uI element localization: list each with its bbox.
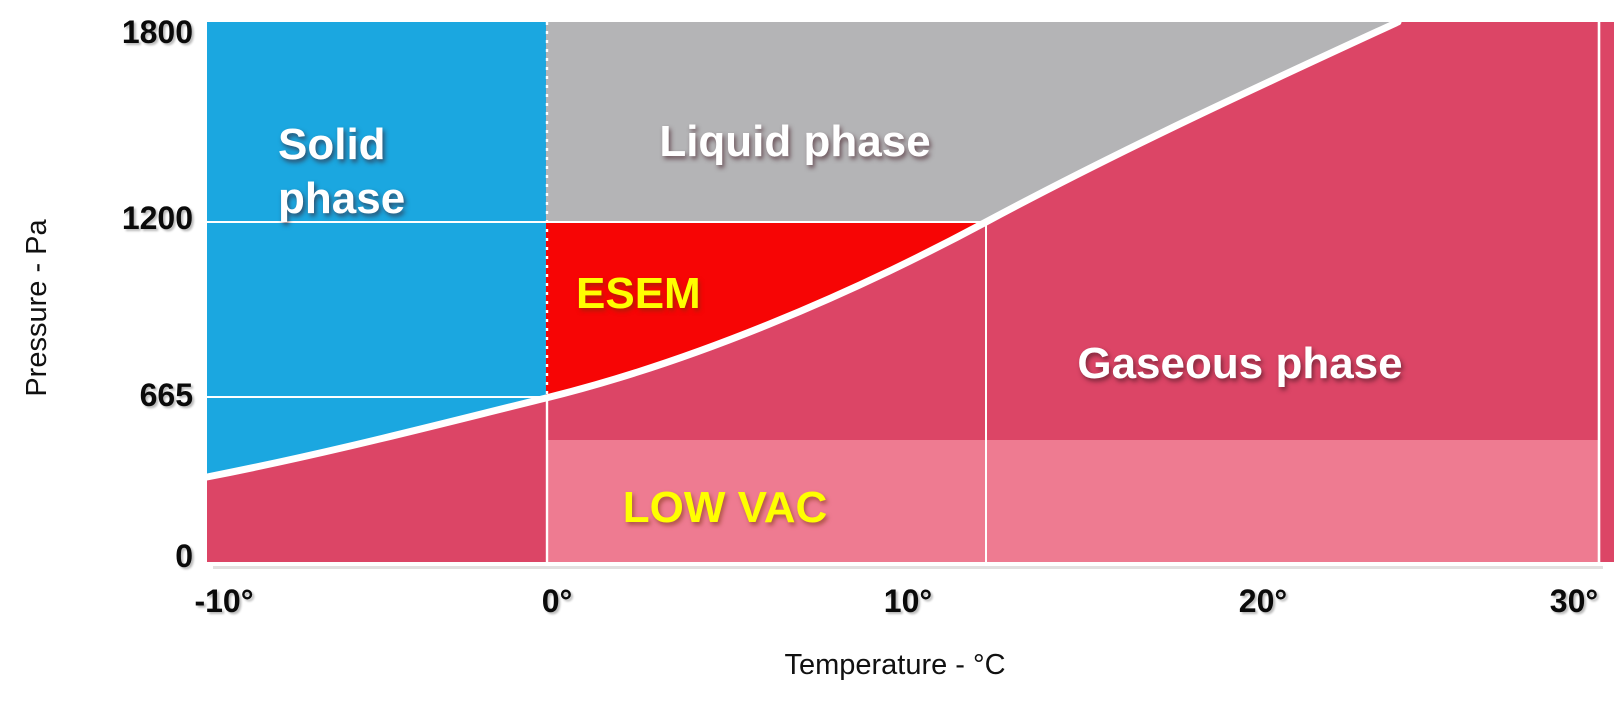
y-tick-1200: 1200	[121, 200, 193, 236]
x-tick-minus10: -10°	[194, 583, 254, 619]
esem-region	[546, 222, 986, 398]
x-tick-0: 0°	[541, 583, 573, 619]
gaseous-phase-region	[207, 22, 1614, 562]
low-vac-region	[546, 440, 1599, 562]
liquid-phase-region	[546, 22, 1398, 222]
solid-phase-label: Solid phase	[278, 118, 405, 226]
liquid-phase-label: Liquid phase	[659, 117, 931, 166]
solid-phase-label-line1: Solid	[278, 120, 386, 169]
vapor-pressure-curve	[203, 18, 1402, 481]
solid-phase-region	[207, 22, 546, 477]
x-axis-title: Temperature - °C	[784, 649, 1006, 681]
x-tick-30: 30°	[1549, 583, 1599, 619]
low-vac-label: LOW VAC	[622, 483, 828, 532]
solid-phase-label-line2: phase	[278, 174, 406, 223]
x-tick-20: 20°	[1238, 583, 1288, 619]
y-tick-1800: 1800	[121, 14, 193, 50]
gaseous-phase-label: Gaseous phase	[1077, 339, 1403, 388]
y-tick-665: 665	[139, 377, 193, 413]
x-tick-10: 10°	[883, 583, 933, 619]
y-axis-title: Pressure - Pa	[21, 219, 53, 397]
esem-label: ESEM	[576, 269, 701, 318]
plot-bottom-shadow	[213, 566, 1603, 569]
y-tick-0: 0	[175, 538, 193, 574]
